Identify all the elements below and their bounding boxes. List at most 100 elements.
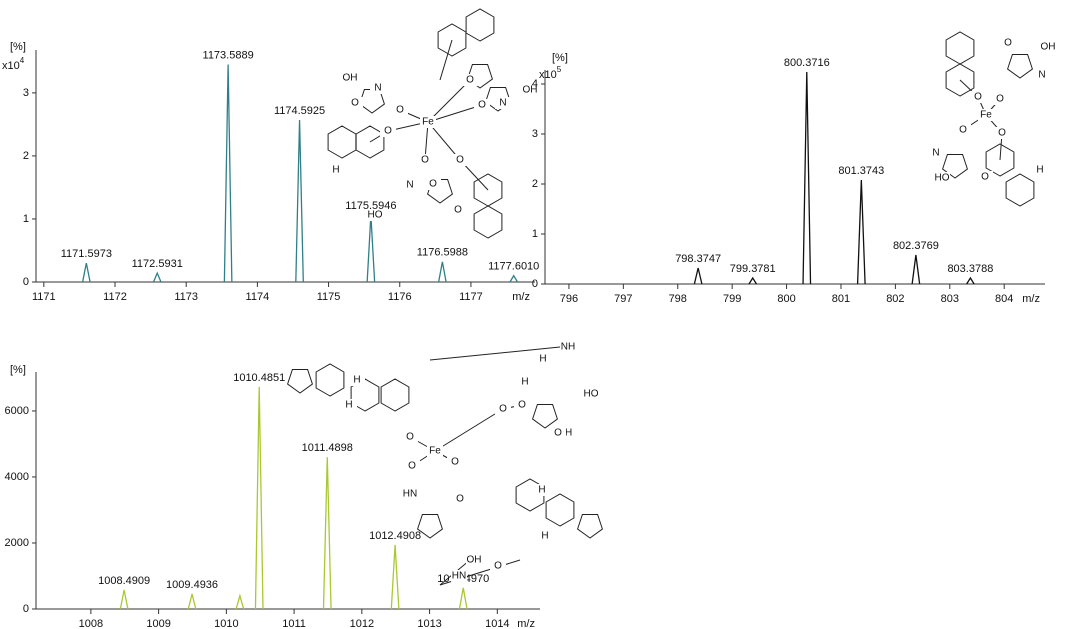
atom-bg: [466, 554, 482, 566]
atom-label: H: [541, 531, 548, 542]
atom-label: O: [974, 92, 982, 103]
ring: [327, 125, 357, 159]
ring: [380, 378, 410, 412]
peak-label: 1171.5973: [61, 248, 112, 260]
y-unit: [%]: [10, 41, 26, 53]
spectrum-panel: 0 2000 4000 6000 1008 1009 1010 1011 1012 1013 101…: [5, 341, 603, 629]
peak-label: 1175.5946: [345, 200, 396, 212]
atom-label: O: [429, 179, 437, 190]
x-tick-label: 1171: [32, 291, 56, 303]
atom-bg: [370, 82, 386, 94]
atom-bg: [462, 74, 478, 86]
atom-bg: [402, 179, 418, 191]
atom-label: O: [499, 404, 507, 415]
peak: [235, 593, 245, 610]
peak: [693, 267, 703, 285]
atom-bg: [928, 147, 944, 159]
atom-bg: [1040, 41, 1056, 53]
bond: [429, 346, 561, 361]
atom-bg: [522, 84, 538, 96]
ring: [465, 8, 495, 42]
atom-label: OH: [523, 85, 538, 96]
atom-label: O: [456, 155, 464, 166]
peak-label: 801.3743: [838, 165, 884, 177]
atom-label: O: [998, 128, 1006, 139]
x-tick-label: 1012: [350, 618, 374, 629]
atom-label: HO: [935, 173, 950, 184]
bond: [427, 104, 483, 123]
y-tick-label: 4000: [5, 471, 29, 483]
x-tick-label: 1013: [417, 618, 441, 629]
x-tick-label: 1014: [485, 618, 509, 629]
atom-bg: [535, 353, 551, 365]
atom-label: O: [451, 457, 459, 468]
x-tick-label: 1177: [459, 291, 483, 303]
atom-bg: [992, 93, 1008, 105]
y-tick-label: 1: [23, 213, 29, 225]
atom-label: H: [353, 375, 360, 386]
atom-label: O: [408, 461, 416, 472]
peak: [856, 179, 866, 285]
y-tick-label: 1: [532, 228, 538, 240]
atom-bg: [560, 341, 576, 353]
atom-bg: [447, 456, 463, 468]
atom-label: HO: [584, 389, 599, 400]
peak: [437, 261, 447, 283]
peak: [81, 262, 91, 283]
x-tick-label: 800: [777, 293, 795, 305]
ring: [577, 514, 603, 539]
x-tick-label: 804: [995, 293, 1013, 305]
atom-bg: [425, 178, 441, 190]
atom-label: O: [1004, 38, 1012, 49]
atom-bg: [1000, 37, 1016, 49]
atom-bg: [450, 204, 466, 216]
atom-label: H: [345, 400, 352, 411]
ring: [417, 514, 443, 539]
atom-bg: [402, 431, 418, 443]
y-unit: [%]: [10, 364, 26, 376]
y-unit: [%]: [552, 52, 568, 64]
y-tick-label: 4: [532, 78, 538, 90]
atom-bg: [452, 493, 468, 505]
y-tick-label: 6000: [5, 405, 29, 417]
atom-label: O: [351, 98, 359, 109]
peak: [254, 386, 264, 610]
atom-bg: [934, 172, 950, 184]
peak: [802, 71, 812, 285]
x-tick-label: 798: [669, 293, 687, 305]
x-tick-label: 803: [941, 293, 959, 305]
atom-label: O: [494, 561, 502, 572]
y-tick-label: 2: [23, 150, 29, 162]
peak-label: 1176.5988: [417, 247, 468, 259]
structure: [287, 346, 603, 586]
x-tick-label: 1011: [282, 618, 306, 629]
ring: [942, 154, 968, 179]
atom-label: O: [456, 494, 464, 505]
atom-label: NH: [561, 342, 575, 353]
peak-label: 1010.4851: [233, 372, 285, 384]
x-tick-label: 799: [723, 293, 741, 305]
atom-bg: [490, 560, 506, 572]
atom-label: O: [384, 126, 392, 137]
atom-bg: [341, 399, 357, 411]
peak-label: 1174.5925: [274, 105, 325, 117]
bond: [424, 121, 429, 161]
peak-label: 1008.4909: [98, 575, 150, 587]
y-scale: x105: [539, 65, 562, 81]
peak-label: 1173.5889: [203, 49, 254, 61]
atom-label: Fe: [429, 446, 441, 457]
atom-label: HN: [403, 489, 417, 500]
ring: [1007, 54, 1033, 79]
atom-label: OH: [467, 555, 482, 566]
x-tick-label: 1175: [317, 291, 341, 303]
ring: [315, 363, 345, 397]
atom-bg: [517, 376, 533, 388]
atom-label: OH: [343, 73, 358, 84]
peak: [322, 457, 332, 610]
bond: [439, 39, 453, 81]
atom-bg: [970, 91, 986, 103]
atom-bg: [420, 116, 436, 128]
atom-bg: [404, 460, 420, 472]
x-tick-label: 1009: [146, 618, 170, 629]
